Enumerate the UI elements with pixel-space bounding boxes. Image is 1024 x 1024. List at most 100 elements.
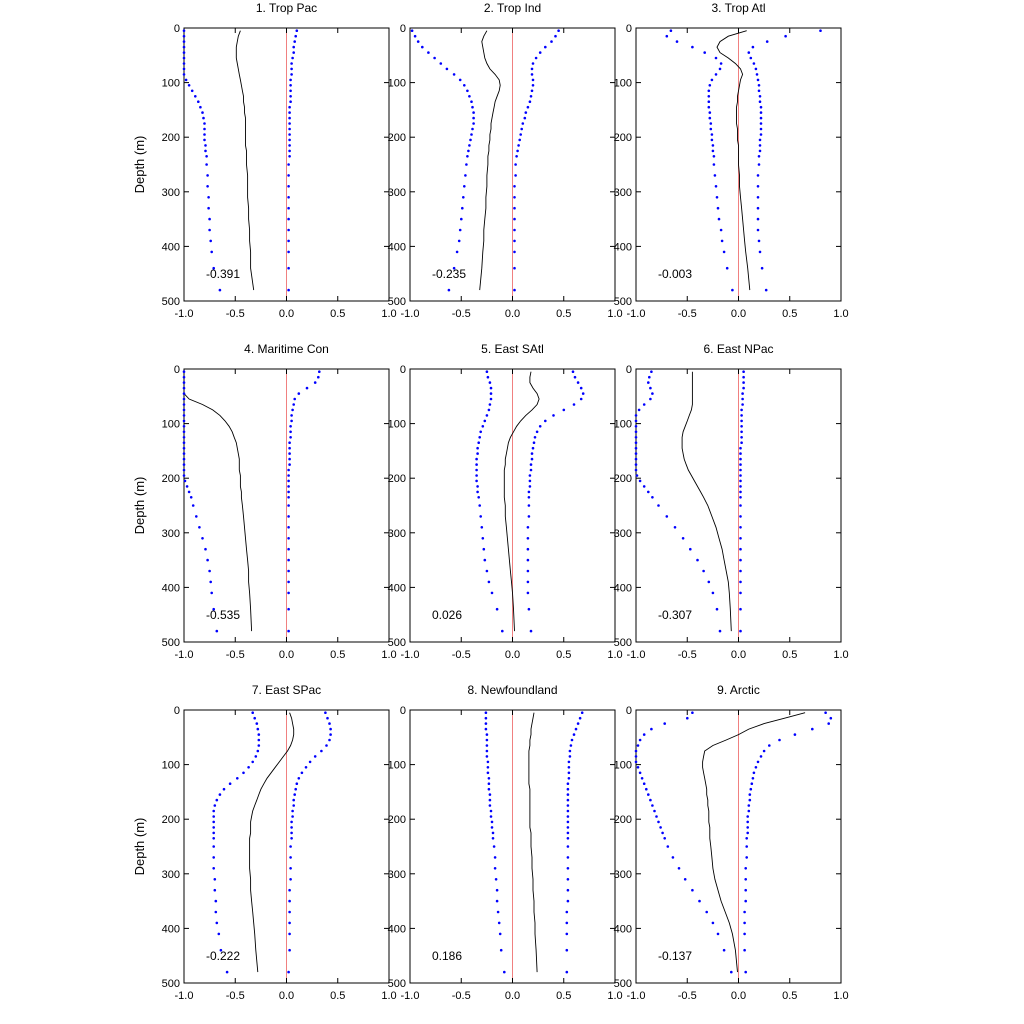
lower-point xyxy=(184,78,188,82)
upper-point xyxy=(744,970,747,974)
upper-point xyxy=(529,463,533,466)
mean-line xyxy=(479,30,501,291)
upper-point xyxy=(287,206,290,210)
x-tick-label: 1.0 xyxy=(607,990,622,1002)
lower-point xyxy=(484,711,488,714)
correlation-label: -0.003 xyxy=(658,267,692,281)
y-tick-label: 100 xyxy=(388,78,406,90)
upper-point xyxy=(318,370,321,374)
upper-point xyxy=(744,888,747,892)
lower-point xyxy=(707,105,711,109)
lower-point xyxy=(183,479,187,483)
lower-point xyxy=(208,228,211,232)
lower-point xyxy=(470,133,473,136)
upper-point xyxy=(827,722,830,725)
x-tick-label: 0.0 xyxy=(279,308,294,320)
lower-point xyxy=(475,463,478,466)
lower-point xyxy=(659,826,662,829)
upper-point xyxy=(287,496,290,499)
lower-point xyxy=(214,899,218,903)
lower-point xyxy=(489,397,493,401)
lower-point xyxy=(212,867,215,870)
upper-point xyxy=(740,408,743,412)
lower-point xyxy=(242,771,245,775)
upper-point xyxy=(755,73,759,76)
lower-point xyxy=(190,89,194,93)
lower-point xyxy=(650,727,653,731)
upper-point xyxy=(288,122,291,125)
upper-point xyxy=(289,856,292,859)
upper-point xyxy=(291,809,294,813)
upper-point xyxy=(739,591,742,595)
panel-6: 6. East NPac 0 100 200 300 400 500-1.0 -0.5 0.0 0… xyxy=(614,342,849,661)
upper-point xyxy=(765,40,769,43)
lower-point xyxy=(204,144,207,147)
upper-point xyxy=(538,51,542,54)
y-tick-label: 100 xyxy=(388,419,406,431)
lower-point xyxy=(487,408,491,412)
upper-point xyxy=(739,496,742,499)
upper-point xyxy=(739,547,742,551)
lower-point xyxy=(247,766,250,769)
x-tick-label: 0.5 xyxy=(782,649,797,661)
lower-point xyxy=(731,288,734,292)
lower-point xyxy=(256,727,260,731)
upper-point xyxy=(739,446,742,450)
lower-point xyxy=(256,749,260,753)
upper-point xyxy=(742,381,745,384)
lower-point xyxy=(642,485,646,488)
upper-point xyxy=(313,755,317,758)
upper-point xyxy=(513,250,516,254)
upper-point xyxy=(740,419,743,423)
y-tick-label: 500 xyxy=(614,637,632,649)
y-tick-label: 500 xyxy=(162,978,180,990)
x-tick-label: -1.0 xyxy=(401,308,420,320)
lower-point xyxy=(489,809,493,813)
upper-point xyxy=(571,370,575,374)
lower-point xyxy=(634,468,638,472)
x-tick-label: -1.0 xyxy=(401,649,420,661)
lower-point xyxy=(491,831,495,835)
correlation-label: -0.222 xyxy=(206,949,240,963)
lower-point xyxy=(497,921,501,925)
upper-point xyxy=(324,711,327,714)
lower-point xyxy=(634,463,638,466)
lower-point xyxy=(182,386,186,390)
y-tick-label: 400 xyxy=(162,923,180,935)
x-tick-label: -0.5 xyxy=(452,649,471,661)
upper-point xyxy=(287,174,290,177)
panel-9: 9. Arctic 0 100 200 300 400 500-1.0 -0.5 0.0 0.5 1… xyxy=(614,683,849,1002)
lower-point xyxy=(202,116,205,120)
lower-point xyxy=(642,403,646,406)
lower-point xyxy=(212,266,215,270)
lower-point xyxy=(251,711,254,714)
lower-point xyxy=(485,414,489,417)
y-axis-label: Depth (m) xyxy=(132,136,147,194)
lower-point xyxy=(642,733,646,736)
mean-line xyxy=(681,371,732,632)
lower-point xyxy=(710,78,714,82)
panel-title: 9. Arctic xyxy=(717,683,760,697)
y-tick-label: 0 xyxy=(400,364,406,376)
x-tick-label: 1.0 xyxy=(833,649,848,661)
lower-point xyxy=(463,185,466,188)
upper-point xyxy=(742,375,745,379)
lower-point xyxy=(208,569,211,573)
lower-point xyxy=(702,569,705,573)
upper-point xyxy=(520,127,523,131)
upper-point xyxy=(829,716,833,720)
lower-point xyxy=(661,831,664,835)
lower-point xyxy=(182,370,186,374)
lower-point xyxy=(665,34,669,38)
x-tick-label: -0.5 xyxy=(452,990,471,1002)
lower-point xyxy=(496,910,500,914)
upper-point xyxy=(328,738,331,742)
upper-point xyxy=(759,122,763,125)
panel-7: 7. East SPac 0 100 200 300 400 500-1.0 -0.5 0.0 0… xyxy=(132,683,397,1002)
x-tick-label: 0.0 xyxy=(731,308,746,320)
lower-point xyxy=(490,826,494,829)
upper-point xyxy=(746,826,749,829)
lower-point xyxy=(716,206,720,210)
upper-point xyxy=(741,403,744,406)
